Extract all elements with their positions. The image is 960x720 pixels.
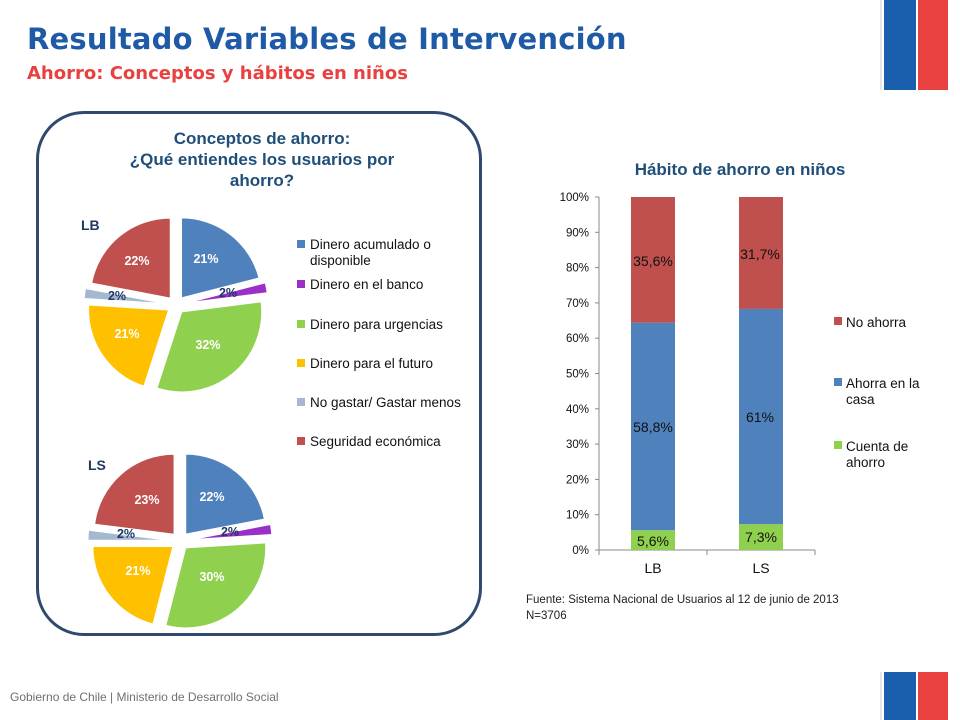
y-tick-label: 80% xyxy=(566,263,589,275)
y-tick-label: 50% xyxy=(566,369,589,381)
bar-segment-ls-0 xyxy=(739,524,783,550)
y-tick-label: 0% xyxy=(572,545,589,557)
bar-segment-lb-2 xyxy=(631,197,675,323)
page-subtitle: Ahorro: Conceptos y hábitos en niños xyxy=(27,63,408,84)
bar-data-label: 35,6% xyxy=(633,253,673,269)
bar-segment-lb-0 xyxy=(631,530,675,550)
x-tick-label: LB xyxy=(644,560,661,576)
chile-flag-logo-top xyxy=(880,0,948,90)
bar-segment-lb-1 xyxy=(631,322,675,531)
bar-data-label: 5,6% xyxy=(637,533,669,549)
y-tick-label: 40% xyxy=(566,404,589,416)
pie-charts-panel xyxy=(36,111,482,636)
x-tick-label: LS xyxy=(752,560,769,576)
chile-flag-logo-bottom xyxy=(880,672,948,720)
footer-text: Gobierno de Chile | Ministerio de Desarr… xyxy=(10,690,279,704)
bar-legend-swatch xyxy=(834,378,842,386)
bar-data-label: 58,8% xyxy=(633,419,673,435)
bar-legend-label: Ahorra en la xyxy=(846,376,920,391)
source-note: Fuente: Sistema Nacional de Usuarios al … xyxy=(526,592,839,624)
bar-data-label: 31,7% xyxy=(740,246,780,262)
y-tick-label: 60% xyxy=(566,333,589,345)
bar-chart-title: Hábito de ahorro en niños xyxy=(635,160,846,179)
bar-legend-label: ahorro xyxy=(846,455,885,470)
page-title: Resultado Variables de Intervención xyxy=(27,22,627,56)
y-tick-label: 10% xyxy=(566,510,589,522)
bar-data-label: 61% xyxy=(746,409,774,425)
bar-legend-swatch xyxy=(834,317,842,325)
y-tick-label: 90% xyxy=(566,227,589,239)
bar-legend-swatch xyxy=(834,441,842,449)
bar-legend-label: casa xyxy=(846,392,875,407)
y-tick-label: 70% xyxy=(566,298,589,310)
bar-legend-label: Cuenta de xyxy=(846,439,908,454)
bar-segment-ls-1 xyxy=(739,308,783,525)
source-line: Fuente: Sistema Nacional de Usuarios al … xyxy=(526,594,839,606)
bar-data-label: 7,3% xyxy=(745,529,777,545)
sample-size: N=3706 xyxy=(526,610,567,622)
y-tick-label: 20% xyxy=(566,474,589,486)
bar-legend-label: No ahorra xyxy=(846,315,907,330)
y-tick-label: 30% xyxy=(566,439,589,451)
y-tick-label: 100% xyxy=(560,192,589,204)
bar-segment-ls-2 xyxy=(739,197,783,309)
